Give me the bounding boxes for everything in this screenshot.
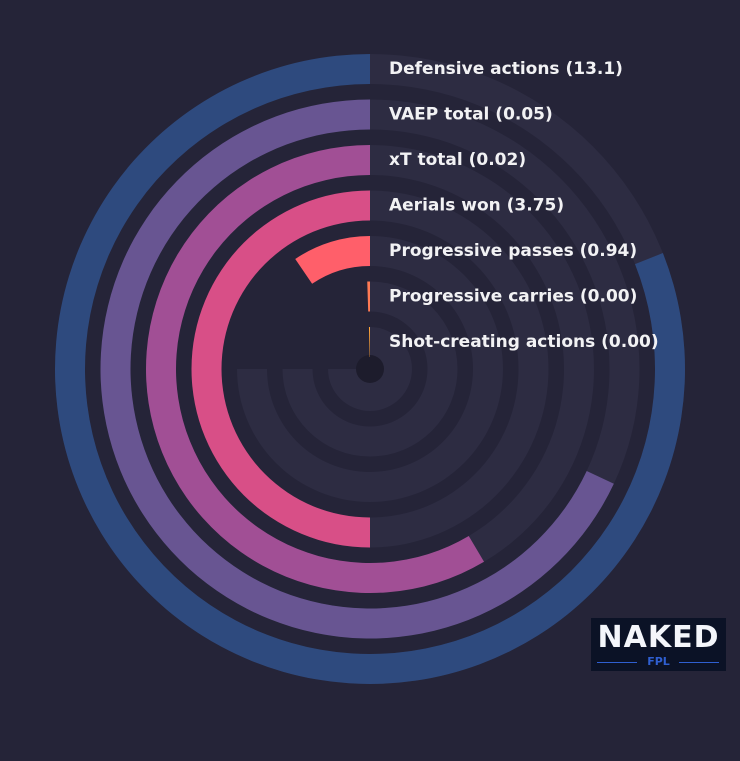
value-bar <box>295 236 370 284</box>
naked-fpl-logo: NAKED FPL <box>591 618 726 671</box>
bar-label: Progressive passes (0.94) <box>389 241 637 261</box>
bar-label: Aerials won (3.75) <box>389 196 564 216</box>
logo-subtitle: FPL <box>647 655 670 668</box>
value-bar <box>146 145 485 593</box>
logo-line-right <box>679 662 719 663</box>
bar-label: xT total (0.02) <box>389 150 526 170</box>
center-dot <box>356 355 384 383</box>
ring-track <box>328 327 412 412</box>
bar-label: Defensive actions (13.1) <box>389 59 623 79</box>
bar-label: VAEP total (0.05) <box>389 105 553 125</box>
value-bar <box>367 281 370 312</box>
ring-track <box>282 281 458 457</box>
bar-label: Shot-creating actions (0.00) <box>389 332 659 352</box>
logo-line-left <box>597 662 637 663</box>
value-bar <box>368 327 370 358</box>
logo-wordmark: NAKED <box>597 620 720 655</box>
bar-label: Progressive carries (0.00) <box>389 287 637 307</box>
value-bar <box>191 190 370 548</box>
